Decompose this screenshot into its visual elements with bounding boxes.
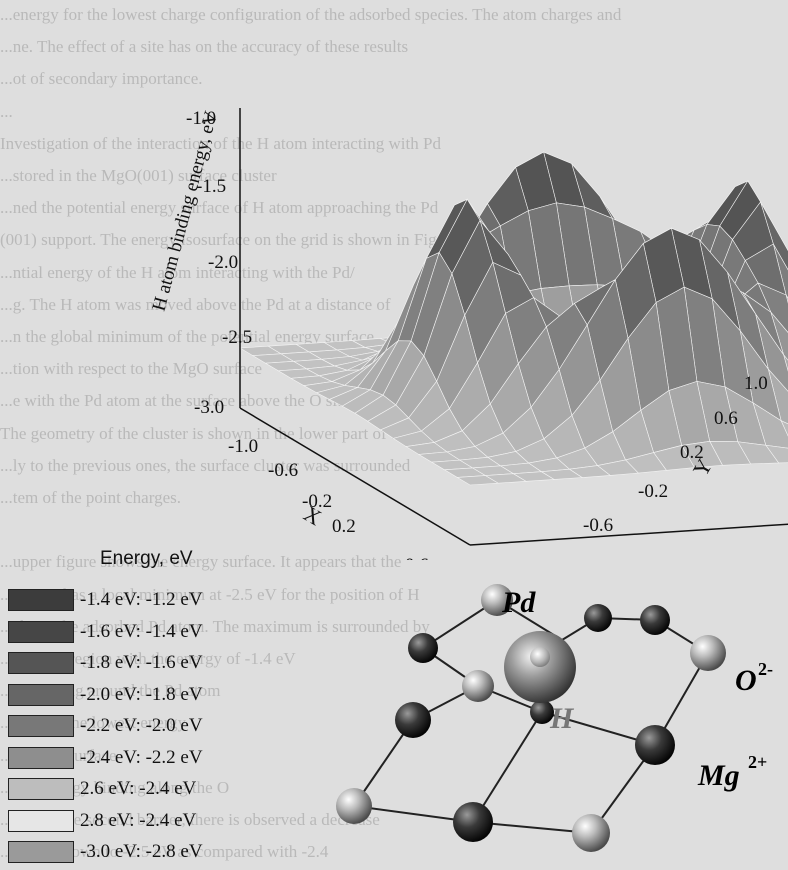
- background-text-line: ...energy down to -2.5 eV as compared wi…: [0, 842, 329, 862]
- y-tick-label: -0.2: [638, 481, 668, 502]
- background-text-line: ...ntial energy of the H atom interactin…: [0, 262, 355, 282]
- legend-label: -1.8 eV: -1.6 eV: [80, 652, 203, 673]
- legend-swatch: [8, 809, 74, 832]
- legend-label: -1.6 eV: -1.4 eV: [80, 620, 203, 642]
- legend-item: -2.2 eV: -2.0 eV: [8, 714, 203, 738]
- background-text-line: ...energy has a local minimum at -2.5 eV…: [0, 584, 420, 604]
- energy-surface-plot: -1.0-1.5-2.0-2.5-3.0-1.0-0.6-0.20.20.61.…: [149, 108, 788, 560]
- background-text-line: ...ot of secondary importance.: [0, 69, 203, 89]
- background-text-line: Investigation of the interaction of the …: [0, 133, 441, 153]
- legend-swatch: [8, 778, 74, 800]
- z-tick-label: -1.0: [186, 108, 216, 129]
- legend-label: -2.2 eV: -2.0 eV: [80, 715, 203, 736]
- background-text-line: The geometry of the cluster is shown in …: [0, 423, 412, 443]
- surface-mesh: [239, 151, 788, 486]
- background-text-line: (001) support. The energy isosurface on …: [0, 230, 472, 250]
- legend-swatch: [8, 715, 74, 737]
- background-text-line: ...ossing the second barrier, there is o…: [0, 810, 380, 829]
- background-text-line: ...above the adsorbed Pd atom. The maxim…: [0, 616, 430, 636]
- z-tick-label: -2.0: [208, 252, 238, 273]
- background-text-line: ...tion with respect to the MgO surface: [0, 359, 263, 379]
- x-tick-label: -0.6: [268, 460, 298, 481]
- legend-label: -2.0 eV: -1.8 eV: [80, 683, 203, 705]
- legend-item: -1.8 eV: -1.6 eV: [8, 651, 203, 675]
- background-text-line: ...: [0, 101, 13, 121]
- legend-item: 2.8 eV: -2.4 eV: [8, 809, 196, 833]
- background-text-line: ...n the global minimum of the potential…: [0, 327, 375, 346]
- background-text-line: ...ne. The effect of a site has on the a…: [0, 37, 409, 57]
- y-tick-label: -0.6: [583, 515, 613, 536]
- z-tick-label: -2.5: [222, 327, 252, 348]
- legend-item: -1.6 eV: -1.4 eV: [8, 620, 203, 644]
- legend-label: -3.0 eV: -2.8 eV: [80, 841, 203, 862]
- x-tick-label: 0.6: [405, 555, 429, 560]
- background-text-line: ...stored in the MgO(001) surface cluste…: [0, 166, 277, 185]
- x-axis-line: [239, 407, 471, 546]
- y-axis-line: [469, 523, 788, 546]
- z-tick-label: -1.5: [196, 176, 226, 197]
- legend-swatch: [8, 620, 74, 643]
- legend-label: 2.8 eV: -2.4 eV: [80, 809, 197, 831]
- legend-title: Energy, eV: [100, 548, 193, 569]
- x-tick-label: -1.0: [228, 436, 258, 457]
- background-text-line: ...ned the potential energy surface of H…: [0, 198, 439, 218]
- y-tick-label: 1.0: [744, 373, 768, 394]
- background-text-line: ...upper figure shows the energy surface…: [0, 552, 402, 572]
- x-tick-label: 0.2: [332, 516, 356, 537]
- background-text-line: ...g. The H atom was moved above the Pd …: [0, 294, 391, 314]
- legend-swatch: [8, 841, 74, 863]
- plot-axes: [239, 108, 788, 546]
- legend-item: -2.4 eV: -2.2 eV: [8, 746, 203, 770]
- legend-swatch: [8, 589, 74, 611]
- legend-swatch: [8, 652, 74, 674]
- legend-label: -1.4 eV: -1.2 eV: [80, 589, 203, 610]
- background-text-line: ...e with the Pd atom at the surface abo…: [0, 391, 350, 411]
- legend-item: -3.0 eV: -2.8 eV: [8, 840, 203, 864]
- y-tick-label: 0.6: [714, 408, 738, 429]
- legend-swatch: [8, 683, 74, 706]
- legend-swatch: [8, 746, 74, 769]
- z-axis-label: H atom binding energy, eV: [149, 109, 223, 313]
- y-tick-label: 0.2: [680, 442, 704, 463]
- background-text-line: ...energy for the lowest charge configur…: [0, 5, 622, 24]
- background-text-line: ...tem of the point charges.: [0, 488, 181, 507]
- legend-item: -2.0 eV: -1.8 eV: [8, 683, 203, 707]
- legend-label: 2.6 eV: -2.4 eV: [80, 778, 197, 799]
- legend-label: -2.4 eV: -2.2 eV: [80, 746, 203, 768]
- legend-item: -1.4 eV: -1.2 eV: [8, 588, 203, 612]
- z-tick-label: -3.0: [194, 397, 224, 418]
- background-text-line: ...ly to the previous ones, the surface …: [0, 455, 411, 475]
- x-tick-label: -0.2: [302, 491, 332, 512]
- surface-patch: [456, 475, 500, 486]
- legend-item: 2.6 eV: -2.4 eV: [8, 777, 196, 801]
